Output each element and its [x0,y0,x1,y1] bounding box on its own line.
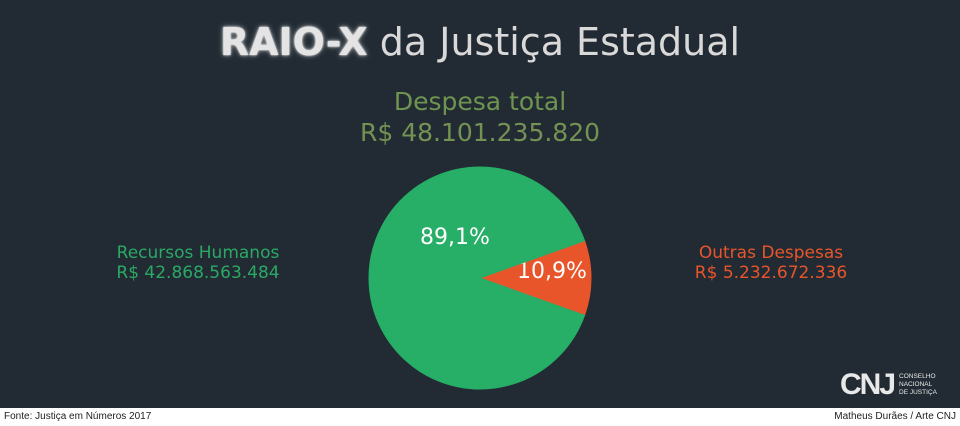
legend-hr-label: Recursos Humanos [116,243,280,263]
title-bold: RAIO-X [219,20,368,64]
cnj-logo: CNJ CONSELHO NACIONAL DE JUSTIÇA [840,366,949,404]
pie-chart: 10,9% 89,1% [368,166,592,390]
footer-source: Fonte: Justiça em Números 2017 [4,411,152,422]
footer: Fonte: Justiça em Números 2017 Matheus D… [0,408,960,426]
chart-title: RAIO-X da Justiça Estadual [0,20,960,64]
footer-credit: Matheus Durães / Arte CNJ [834,411,956,422]
pie-slice-human-resources [368,166,586,390]
pie-slice-other-expenses [478,240,592,316]
logo-line-1: CONSELHO [899,373,936,380]
logo-line-3: DE JUSTIÇA [899,389,937,396]
logo-org: CONSELHO NACIONAL DE JUSTIÇA [899,373,949,397]
total-amount: R$ 48.101.235.820 [359,118,601,147]
total-label: Despesa total [393,87,567,116]
logo-mark: CNJ [840,368,896,401]
pie-label-other-expenses: 10,9% [517,259,587,284]
logo-line-2: NACIONAL [899,381,933,388]
legend-human-resources: Recursos Humanos R$ 42.868.563.484 [0,243,396,283]
legend-other-label: Outras Despesas [698,243,844,263]
legend-other-expenses: Outras Despesas R$ 5.232.672.336 [600,243,942,283]
legend-other-amount: R$ 5.232.672.336 [694,263,848,283]
pie-label-human-resources: 89,1% [420,225,490,250]
title-rest: da Justiça Estadual [379,20,741,64]
legend-hr-amount: R$ 42.868.563.484 [116,263,280,283]
total-expense: Despesa total R$ 48.101.235.820 [0,86,960,148]
